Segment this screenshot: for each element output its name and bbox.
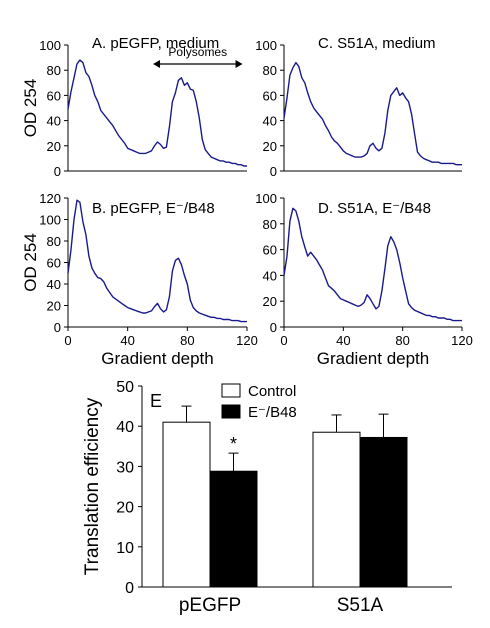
panel-a-y-tick-label: 40 — [47, 114, 61, 129]
panel-a-y-label: OD 254 — [21, 79, 40, 138]
panel-b-x-tick-label: 0 — [64, 333, 71, 348]
panel-d-y-tick-label: 40 — [263, 268, 277, 283]
panel-b-y-tick-label: 0 — [54, 320, 61, 335]
panel-d-x-tick-label: 40 — [336, 333, 350, 348]
panel-b-y-tick-label: 80 — [47, 234, 61, 249]
panel-c-y-tick-label: 20 — [263, 139, 277, 154]
panel-c-od-trace — [283, 61, 462, 166]
panel-b-od-trace — [67, 199, 247, 323]
panel-d-y-tick-label: 100 — [255, 191, 277, 206]
panel-a-y-tick-label: 60 — [47, 88, 61, 103]
panel-b-y-tick-label: 100 — [39, 213, 61, 228]
panel-b-title: B. pEGFP, E⁻/B48 — [92, 200, 215, 217]
bar-s51a-control — [312, 431, 361, 588]
polysomes-arrow-left-head — [153, 60, 161, 68]
panel-e-y-tick-label: 50 — [116, 379, 134, 396]
panel-a-y-tick-label: 20 — [47, 139, 61, 154]
panel-b-y-tick-label: 40 — [47, 277, 61, 292]
panel-a-y-tick-label: 80 — [47, 63, 61, 78]
panel-b-x-label: Gradient depth — [101, 349, 213, 368]
panel-c-y-tick-label: 40 — [263, 114, 277, 129]
panel-e-y-tick-label: 10 — [116, 540, 134, 557]
panel-d-x-tick-label: 80 — [395, 333, 409, 348]
panel-d-y-tick-label: 20 — [263, 294, 277, 309]
panel-c-y-tick-label: 0 — [270, 164, 277, 179]
panel-c-title: C. S51A, medium — [318, 35, 436, 52]
legend-swatch-control — [221, 383, 241, 398]
panel-a-od-trace — [67, 59, 247, 167]
panel-d-title: D. S51A, E⁻/B48 — [318, 200, 431, 217]
bar-pegfp-control — [162, 421, 211, 588]
panel-e-category-label: S51A — [337, 595, 384, 616]
panel-b-y-tick-label: 60 — [47, 256, 61, 271]
panel-e-category-label: pEGFP — [179, 595, 241, 616]
panel-a-title: A. pEGFP, medium — [92, 35, 219, 52]
polysomes-arrow-right-head — [235, 60, 243, 68]
panel-a-y-tick-label: 0 — [54, 164, 61, 179]
bar-pegfp-treated — [209, 470, 258, 588]
panel-d-y-tick-label: 80 — [263, 217, 277, 232]
panel-e-title: E — [150, 391, 162, 411]
panel-d-x-label: Gradient depth — [317, 349, 429, 368]
legend-label-control: Control — [248, 383, 296, 400]
panel-c-y-tick-label: 100 — [255, 38, 277, 53]
panel-b-x-tick-label: 120 — [236, 333, 258, 348]
panel-e-y-label: Translation efficiency — [82, 397, 103, 575]
panel-e-y-tick-label: 40 — [116, 419, 134, 436]
polysomes-label: Polysomes — [168, 45, 227, 59]
panel-e-y-tick-label: 30 — [116, 459, 134, 476]
significance-asterisk: * — [230, 434, 237, 454]
panel-c-y-tick-label: 80 — [263, 63, 277, 78]
panel-b-y-label: OD 254 — [21, 233, 40, 292]
panel-e-y-tick-label: 0 — [125, 580, 134, 597]
panel-b-y-tick-label: 120 — [39, 191, 61, 206]
panel-d-y-tick-label: 60 — [263, 243, 277, 258]
panel-b-x-tick-label: 40 — [120, 333, 134, 348]
panel-a-y-tick-label: 100 — [39, 38, 61, 53]
panel-e-y-tick-label: 20 — [116, 500, 134, 517]
legend-label-treated: E⁻/B48 — [248, 404, 297, 421]
legend-swatch-treated — [221, 404, 241, 419]
panel-b-x-tick-label: 80 — [180, 333, 194, 348]
panel-d-od-trace — [283, 207, 462, 322]
panel-d-x-tick-label: 0 — [280, 333, 287, 348]
panel-b-y-tick-label: 20 — [47, 299, 61, 314]
bar-s51a-treated — [359, 436, 408, 588]
panel-d-y-tick-label: 0 — [270, 320, 277, 335]
panel-c-y-tick-label: 60 — [263, 88, 277, 103]
panel-d-x-tick-label: 120 — [451, 333, 473, 348]
